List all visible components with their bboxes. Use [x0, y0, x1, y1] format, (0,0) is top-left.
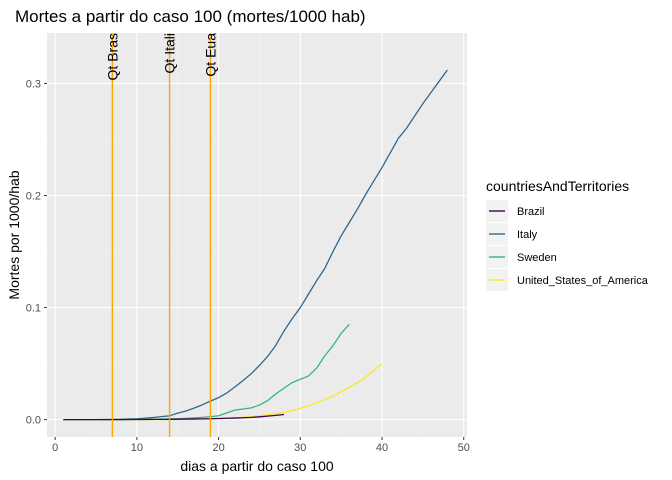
x-tick-label: 50 — [458, 442, 470, 454]
legend: countriesAndTerritories Brazil Italy Swede… — [486, 178, 649, 291]
legend-items: Brazil Italy Sweden United_States_of_Americ… — [486, 200, 649, 291]
series-line-brazil — [63, 413, 285, 421]
y-tick-label: 0.2 — [26, 190, 41, 202]
legend-label: United_States_of_America — [517, 275, 649, 287]
vline-label-0: Qt Bras — [104, 33, 120, 80]
vline-label-2: Qt Eua — [202, 33, 218, 77]
y-axis-ticks: 0.0 0.1 0.2 0.3 — [26, 78, 47, 427]
x-axis-title: dias a partir do caso 100 — [180, 458, 334, 474]
x-tick-label: 40 — [376, 442, 388, 454]
chart-title: Mortes a partir do caso 100 (mortes/1000… — [15, 7, 366, 26]
x-tick-label: 10 — [131, 442, 143, 454]
plot-panel — [47, 33, 467, 437]
legend-label: Italy — [517, 229, 538, 241]
y-axis-title: Mortes por 1000/hab — [6, 170, 22, 299]
series-layer — [63, 69, 448, 421]
y-tick-label: 0.0 — [26, 415, 41, 427]
legend-label: Sweden — [517, 252, 557, 264]
vline-label-1: Qt Itali — [162, 33, 178, 73]
y-tick-label: 0.1 — [26, 303, 41, 315]
x-axis-ticks: 0 10 20 30 40 50 — [52, 437, 470, 454]
grid-major — [47, 33, 467, 437]
y-tick-label: 0.3 — [26, 78, 41, 90]
legend-label: Brazil — [517, 206, 545, 218]
x-tick-label: 0 — [52, 442, 58, 454]
x-tick-label: 30 — [294, 442, 306, 454]
legend-title: countriesAndTerritories — [486, 178, 629, 194]
vline-layer: Qt Bras Qt Itali Qt Eua — [104, 33, 218, 437]
grid-minor — [47, 33, 467, 437]
x-tick-label: 20 — [212, 442, 224, 454]
